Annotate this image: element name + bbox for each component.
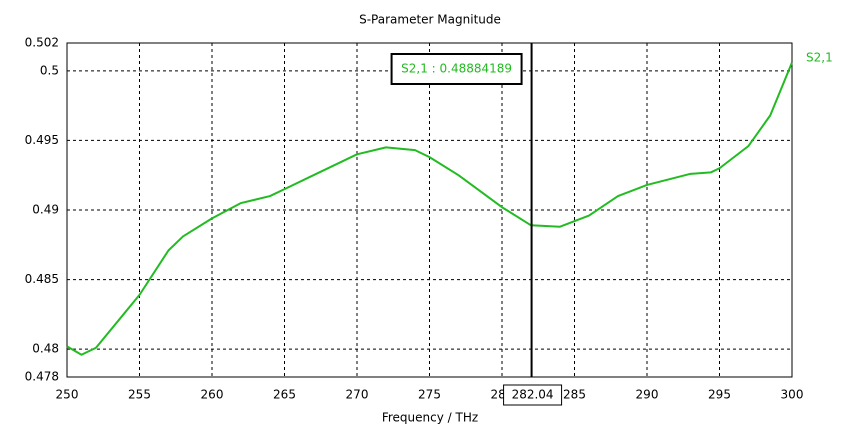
x-axis-label: Frequency / THz xyxy=(382,411,478,425)
x-tick-label: 270 xyxy=(346,388,369,402)
x-tick-label: 290 xyxy=(636,388,659,402)
x-tick-label: 275 xyxy=(418,388,441,402)
y-tick-label: 0.5 xyxy=(40,63,59,77)
x-tick-label: 250 xyxy=(56,388,79,402)
x-tick-label: 260 xyxy=(201,388,224,402)
x-tick-label: 300 xyxy=(781,388,804,402)
y-tick-label: 0.502 xyxy=(25,36,59,50)
legend-label: S2,1 xyxy=(806,51,833,65)
plot-frame xyxy=(66,42,793,378)
y-tick-label: 0.478 xyxy=(25,370,59,384)
marker-x-box xyxy=(503,384,563,406)
x-tick-label: 265 xyxy=(273,388,296,402)
y-tick-label: 0.48 xyxy=(32,342,59,356)
marker-x-label: 282.04 xyxy=(512,388,554,402)
chart-title: S-Parameter Magnitude xyxy=(359,13,501,27)
y-tick-label: 0.495 xyxy=(25,133,59,147)
x-tick-label: 255 xyxy=(128,388,151,402)
y-tick-label: 0.49 xyxy=(32,203,59,217)
y-tick-label: 0.485 xyxy=(25,272,59,286)
marker-label: S2,1 : 0.48884189 xyxy=(401,62,512,76)
marker-label-box xyxy=(390,53,523,85)
x-tick-label: 295 xyxy=(708,388,731,402)
x-tick-label: 285 xyxy=(563,388,586,402)
series-line xyxy=(66,62,793,356)
